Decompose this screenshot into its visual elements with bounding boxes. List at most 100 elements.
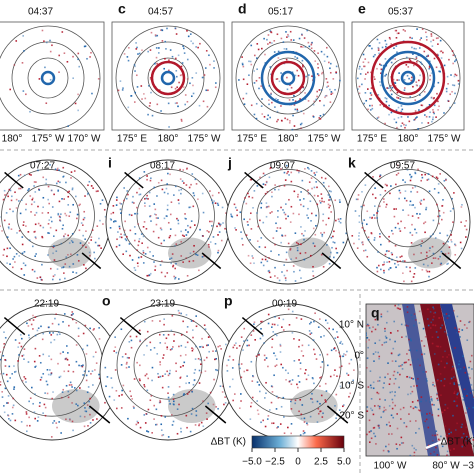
speckle xyxy=(49,78,52,81)
speckle xyxy=(250,178,253,181)
speckle xyxy=(423,345,426,347)
speckle xyxy=(314,233,317,236)
speckle xyxy=(401,368,404,370)
speckle xyxy=(273,352,275,355)
speckle xyxy=(335,393,338,396)
speckle xyxy=(156,353,159,355)
speckle xyxy=(62,224,64,227)
speckle xyxy=(113,350,115,352)
speckle xyxy=(377,47,380,50)
speckle xyxy=(217,249,220,252)
speckle xyxy=(121,355,124,358)
speckle xyxy=(421,176,424,179)
speckle xyxy=(240,336,243,338)
wave-ring xyxy=(160,70,176,86)
speckle xyxy=(440,435,442,438)
speckle xyxy=(44,392,46,394)
speckle xyxy=(284,277,287,279)
speckle xyxy=(299,398,301,401)
speckle xyxy=(44,414,47,417)
speckle xyxy=(134,91,137,94)
speckle xyxy=(77,52,80,55)
speckle xyxy=(408,120,411,123)
speckle xyxy=(312,242,315,245)
speckle xyxy=(11,406,14,409)
speckle xyxy=(254,339,257,341)
speckle xyxy=(453,390,456,393)
speckle xyxy=(71,318,74,321)
speckle xyxy=(169,258,171,260)
panel-letter: e xyxy=(358,1,366,17)
speckle xyxy=(139,364,141,367)
speckle xyxy=(128,341,131,343)
speckle xyxy=(433,353,436,355)
speckle xyxy=(439,50,442,53)
speckle xyxy=(290,432,292,435)
speckle xyxy=(75,321,78,324)
speckle xyxy=(191,407,194,410)
panel-time: 05:37 xyxy=(388,7,413,18)
speckle xyxy=(45,178,48,181)
speckle xyxy=(285,58,288,61)
speckle xyxy=(180,120,183,122)
speckle xyxy=(231,378,234,381)
speckle xyxy=(55,182,58,185)
speckle xyxy=(458,330,460,333)
speckle xyxy=(253,190,256,192)
speckle xyxy=(420,252,423,254)
speckle xyxy=(42,373,45,375)
speckle xyxy=(127,193,129,196)
speckle xyxy=(311,377,314,379)
speckle xyxy=(298,359,300,361)
speckle xyxy=(78,65,81,68)
speckle xyxy=(164,342,167,345)
speckle xyxy=(296,69,299,72)
speckle xyxy=(384,122,386,125)
speckle xyxy=(203,74,206,76)
speckle xyxy=(86,57,88,60)
speckle xyxy=(394,29,397,32)
speckle xyxy=(432,233,434,235)
speckle xyxy=(428,275,430,278)
speckle xyxy=(118,395,121,397)
speckle xyxy=(51,206,54,208)
speckle xyxy=(77,58,79,61)
speckle xyxy=(277,188,280,191)
arrow xyxy=(326,405,349,424)
speckle xyxy=(456,396,458,399)
speckle xyxy=(362,364,364,366)
speckle xyxy=(222,222,224,224)
speckle xyxy=(32,197,34,200)
speckle xyxy=(247,224,249,226)
speckle xyxy=(120,203,123,205)
speckle xyxy=(298,345,300,348)
speckle xyxy=(175,262,177,265)
speckle xyxy=(17,360,19,362)
speckle xyxy=(306,214,308,217)
speckle xyxy=(388,405,391,407)
speckle xyxy=(123,199,125,202)
speckle xyxy=(149,349,152,351)
speckle xyxy=(268,103,270,106)
speckle xyxy=(183,392,185,395)
speckle xyxy=(332,235,334,238)
stripe xyxy=(402,304,440,456)
speckle xyxy=(128,243,131,245)
speckle xyxy=(93,328,95,330)
arrow xyxy=(119,317,142,336)
speckle xyxy=(147,50,149,53)
speckle xyxy=(9,263,11,265)
speckle xyxy=(0,373,1,375)
speckle xyxy=(394,404,397,407)
speckle xyxy=(302,432,305,435)
speckle xyxy=(403,280,405,283)
speckle xyxy=(393,215,396,218)
speckle xyxy=(320,394,323,397)
speckle xyxy=(177,278,180,280)
speckle xyxy=(369,370,372,372)
speckle xyxy=(72,370,75,373)
speckle xyxy=(425,115,428,118)
speckle xyxy=(48,326,50,329)
speckle xyxy=(248,195,250,198)
